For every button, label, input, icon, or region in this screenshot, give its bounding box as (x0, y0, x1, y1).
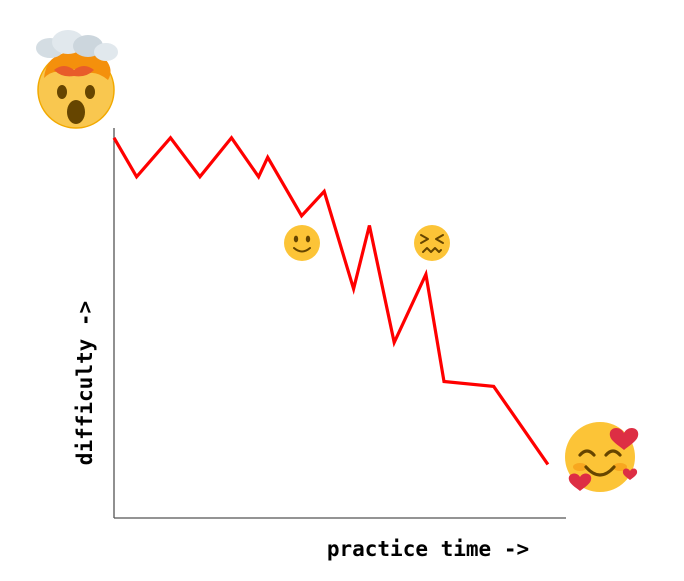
confounded-face-icon (414, 225, 450, 261)
x-axis-title: practice time -> (327, 537, 529, 561)
slightly-smiling-face-icon (284, 225, 320, 261)
exploding-head-icon (36, 30, 118, 129)
smiling-face-with-hearts-icon (565, 422, 639, 492)
series-line-0 (112, 135, 550, 466)
series-layer (112, 135, 550, 466)
y-axis-title: difficulty -> (73, 301, 97, 465)
